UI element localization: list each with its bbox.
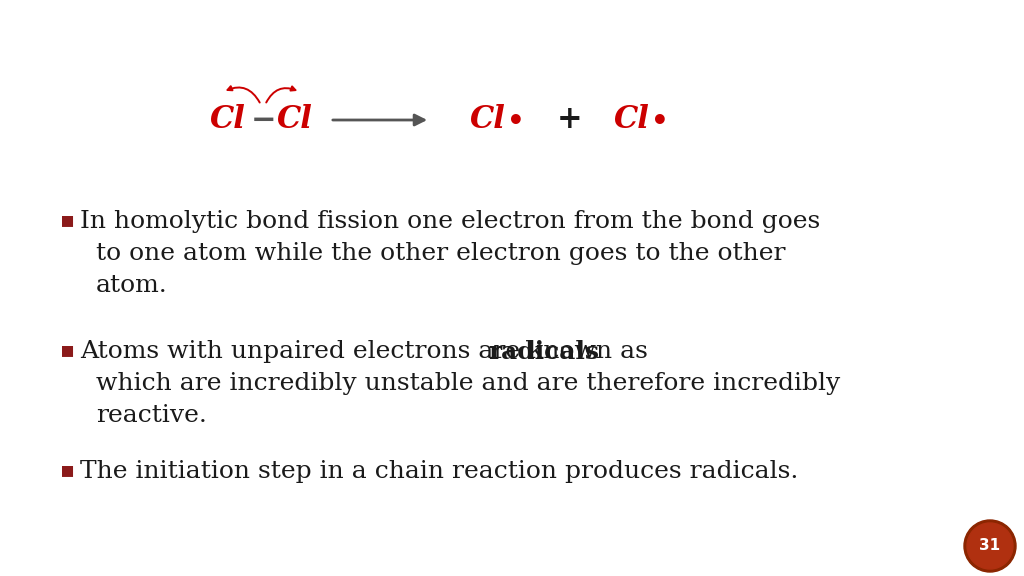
- Text: ▪: ▪: [60, 340, 75, 360]
- Text: Cl: Cl: [614, 104, 650, 135]
- Text: Cl: Cl: [210, 104, 246, 135]
- Text: atom.: atom.: [96, 274, 168, 297]
- Text: Cl: Cl: [470, 104, 506, 135]
- Text: 31: 31: [979, 539, 1000, 554]
- Text: +: +: [557, 104, 583, 135]
- Text: ▪: ▪: [60, 460, 75, 480]
- Text: −: −: [250, 104, 275, 135]
- Text: •: •: [507, 108, 525, 135]
- Text: reactive.: reactive.: [96, 404, 207, 427]
- Text: which are incredibly unstable and are therefore incredibly: which are incredibly unstable and are th…: [96, 372, 841, 395]
- Text: Cl: Cl: [278, 104, 313, 135]
- Text: radicals: radicals: [488, 340, 599, 364]
- Circle shape: [967, 523, 1013, 569]
- Circle shape: [964, 520, 1016, 572]
- Text: ▪: ▪: [60, 210, 75, 230]
- Text: The initiation step in a chain reaction produces radicals.: The initiation step in a chain reaction …: [80, 460, 799, 483]
- Text: •: •: [651, 108, 669, 135]
- Text: In homolytic bond fission one electron from the bond goes: In homolytic bond fission one electron f…: [80, 210, 820, 233]
- Text: to one atom while the other electron goes to the other: to one atom while the other electron goe…: [96, 242, 785, 265]
- Text: Atoms with unpaired electrons are known as: Atoms with unpaired electrons are known …: [80, 340, 656, 363]
